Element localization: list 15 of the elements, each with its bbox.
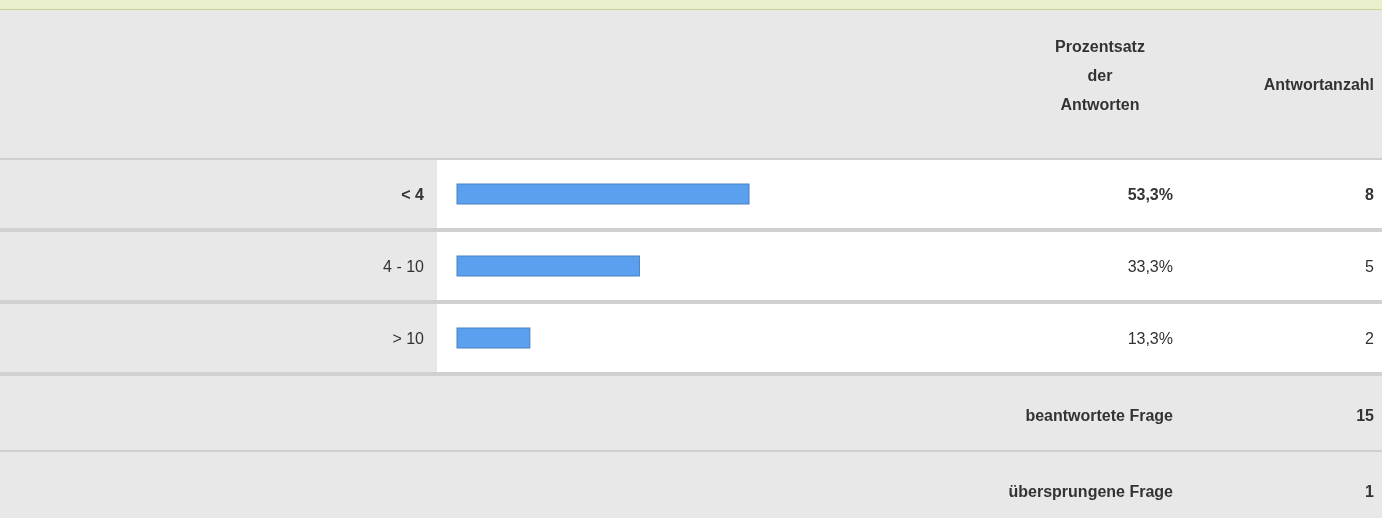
text: Antwortanzahl	[1263, 76, 1374, 93]
text: 15	[1356, 407, 1375, 424]
data-label: 13,3%	[1127, 330, 1173, 347]
text: 1	[1365, 483, 1375, 500]
data-label: 53,3%	[1127, 186, 1173, 203]
y-tick-label: > 10	[392, 330, 425, 347]
text: 8	[1365, 186, 1375, 203]
text: 2	[1365, 330, 1375, 347]
text: übersprungene Frage	[1008, 483, 1174, 500]
text: 5	[1365, 258, 1375, 275]
text: beantwortete Frage	[1025, 407, 1174, 424]
text: Prozentsatz der Antworten	[1055, 38, 1145, 113]
data-label: 33,3%	[1127, 258, 1173, 275]
y-tick-label: < 4	[401, 186, 425, 203]
y-tick-label: 4 - 10	[383, 258, 425, 275]
